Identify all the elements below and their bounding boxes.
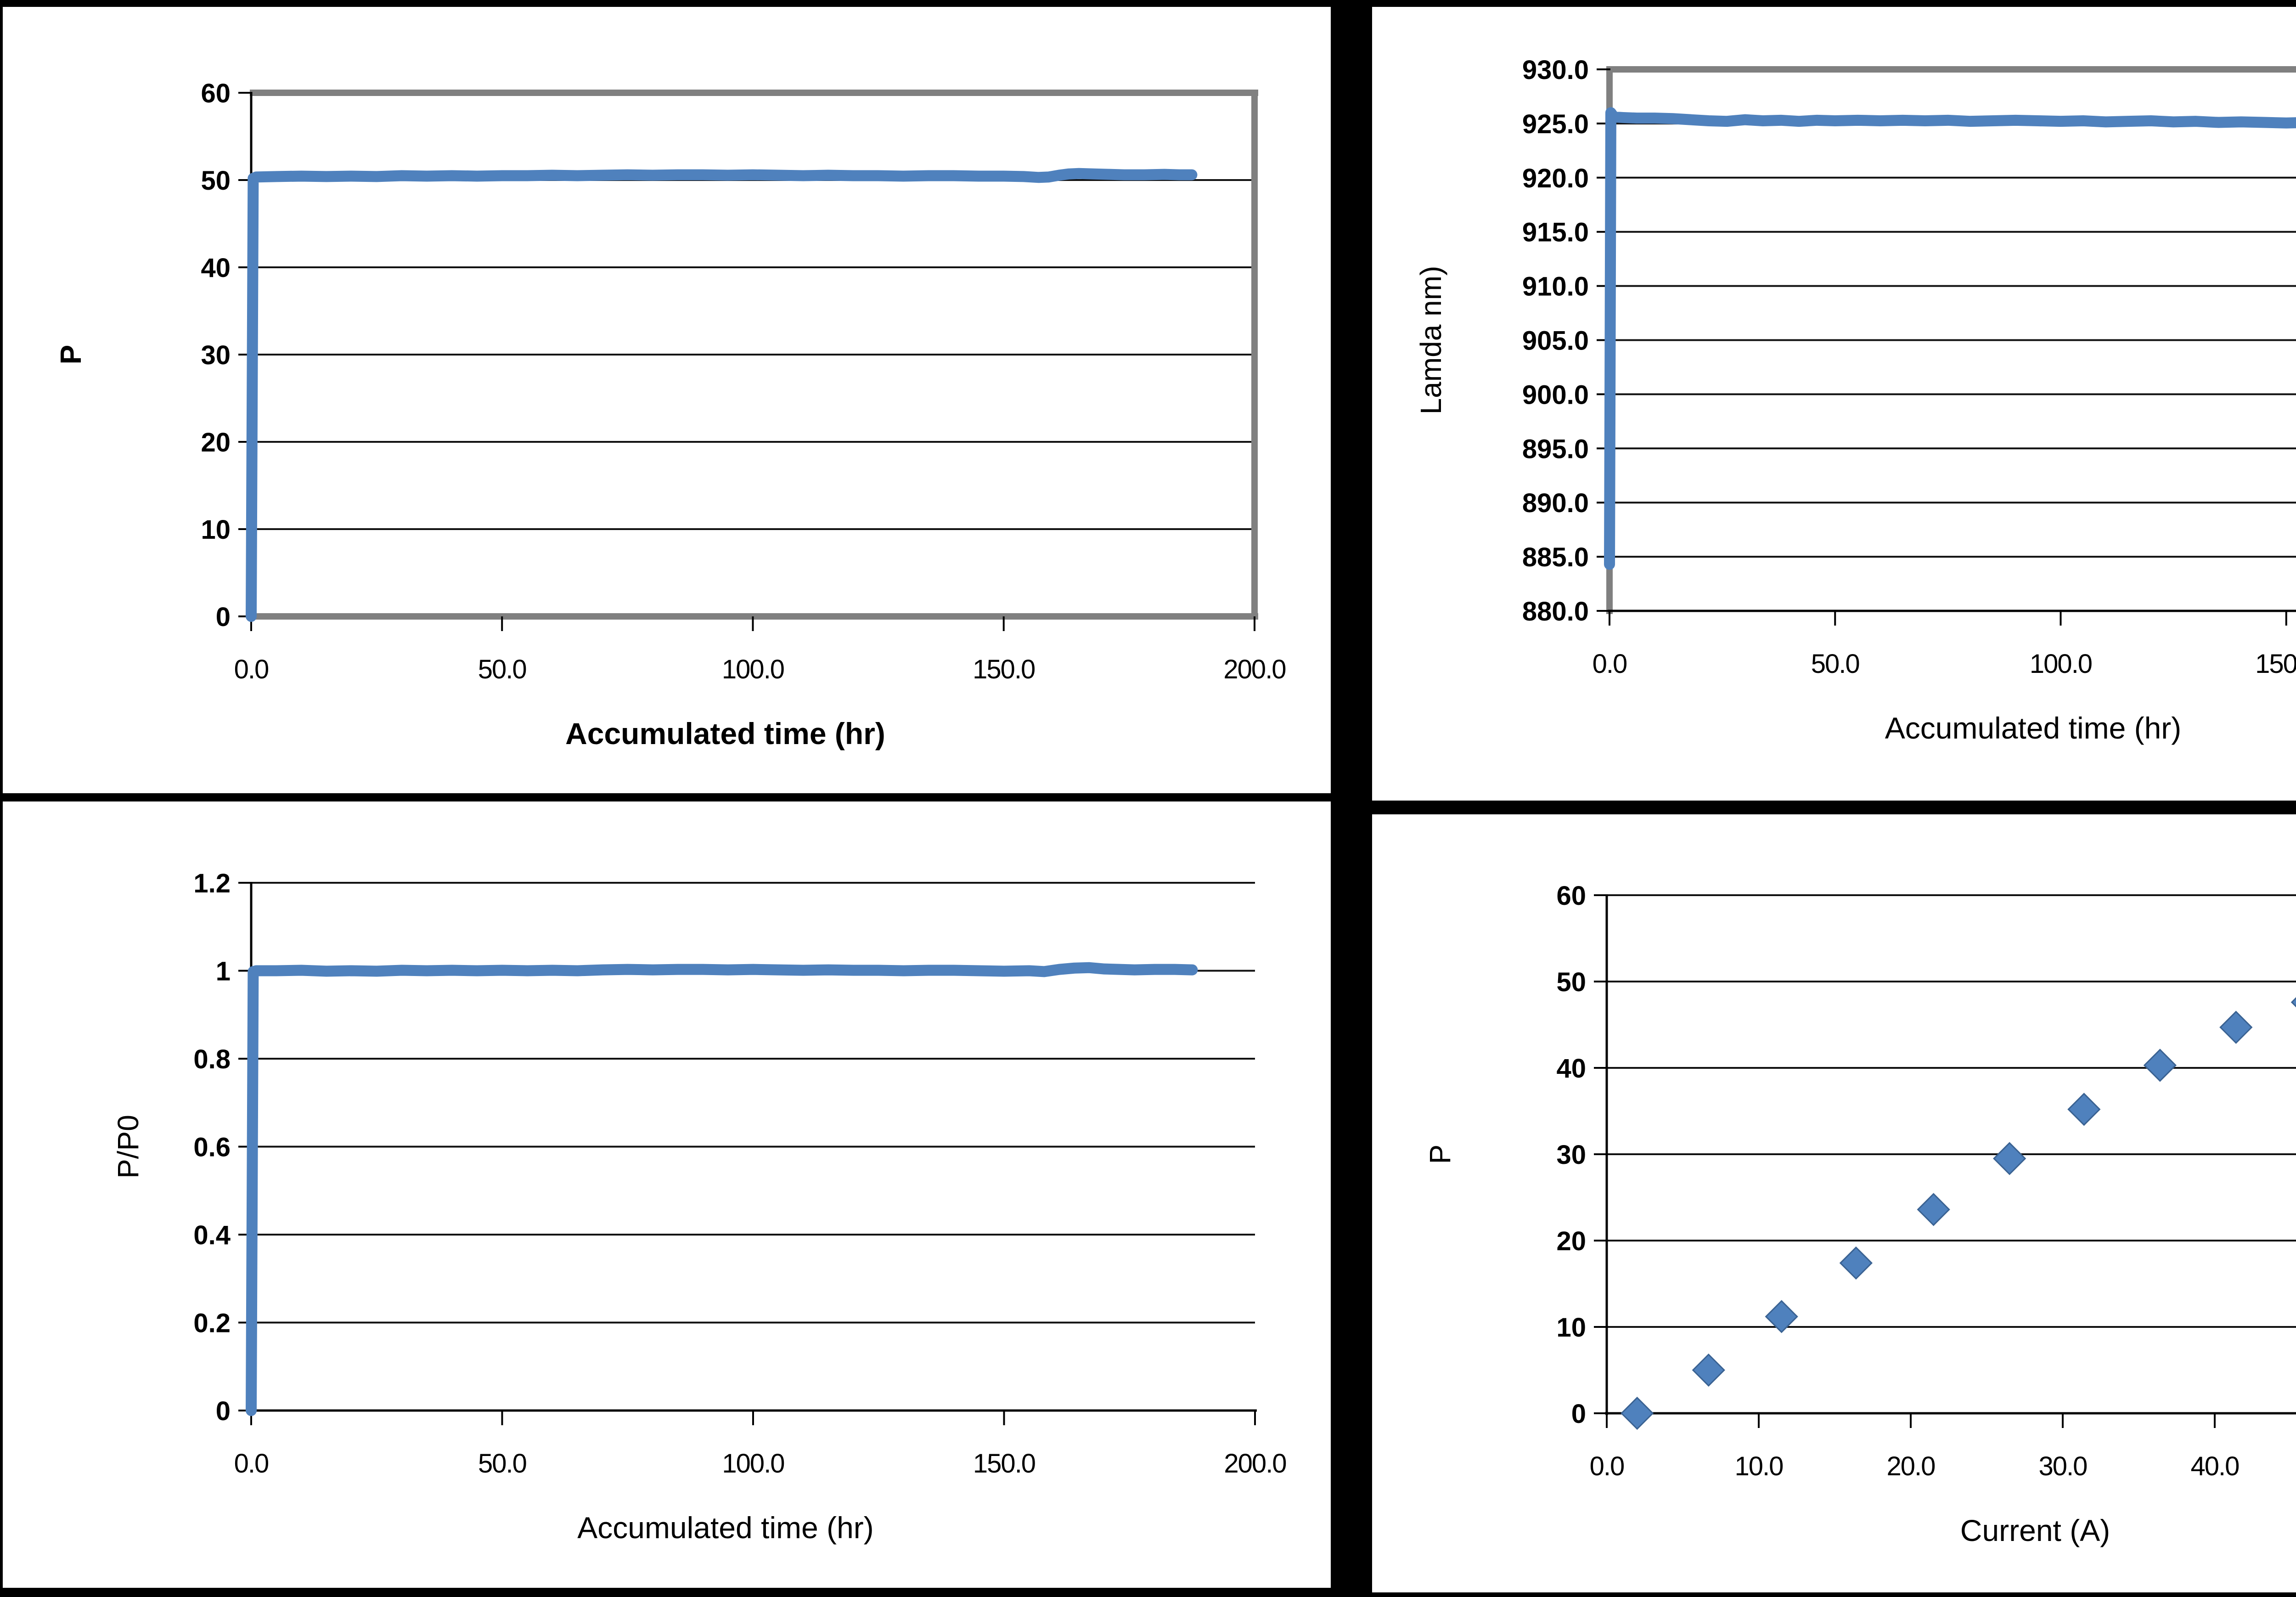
scatter-point <box>1765 1300 1798 1333</box>
x-tick-label: 100.0 <box>722 1449 784 1478</box>
y-tick-label: 885.0 <box>1522 542 1589 572</box>
x-tick-label: 0.0 <box>234 655 269 684</box>
x-axis-title: Accumulated time (hr) <box>1885 711 2182 745</box>
y-tick-label: 1.2 <box>193 869 231 898</box>
x-tick-label: 50.0 <box>478 655 526 684</box>
y-tick-label: 40 <box>201 253 231 283</box>
y-tick-label: 905.0 <box>1522 326 1589 356</box>
series-line <box>1604 107 2296 570</box>
y-tick-label: 60 <box>201 79 231 108</box>
wavelength-vs-time-chart: 880.0 885.0 890.0 895.0 900.0 905.0 910.0 915.0… <box>1414 55 2296 745</box>
x-axis-title: Accumulated time (hr) <box>565 717 885 751</box>
y-tick-label: 30 <box>201 340 231 370</box>
y-tick-label: 0.8 <box>193 1044 231 1074</box>
x-tick-label: 150.0 <box>2255 649 2296 679</box>
y-tick-label: 0.4 <box>193 1220 231 1250</box>
scatter-point <box>1692 1353 1725 1387</box>
y-tick-label: 910.0 <box>1522 272 1589 302</box>
x-tick-label: 20.0 <box>1887 1451 1935 1481</box>
y-axis-title: P <box>54 345 87 365</box>
normalized-power-vs-time-chart: 0 0.2 0.4 0.6 0.8 1 1.2 0.0 50.0 100.0 150.0 200.0 A… <box>112 869 1287 1545</box>
x-tick-label: 0.0 <box>234 1449 269 1478</box>
x-axis-title: Current (A) <box>1960 1513 2110 1547</box>
x-tick-label: 100.0 <box>2030 649 2092 679</box>
y-tick-label: 50 <box>201 166 231 196</box>
y-axis-title: Lamda nm) <box>1414 266 1447 415</box>
y-tick-label: 915.0 <box>1522 218 1589 248</box>
y-tick-label: 895.0 <box>1522 434 1589 464</box>
x-tick-label: 200.0 <box>1223 655 1285 684</box>
y-tick-label: 20 <box>201 428 231 457</box>
scatter-point <box>2219 1010 2253 1044</box>
y-tick-label: 930.0 <box>1522 55 1589 85</box>
scatter-point <box>1839 1246 1873 1280</box>
y-tick-label: 40 <box>1556 1054 1586 1083</box>
scatter-point <box>2143 1049 2177 1082</box>
y-tick-label: 60 <box>1556 881 1586 911</box>
x-tick-label: 200.0 <box>1224 1449 1286 1478</box>
series-line <box>246 962 1198 1416</box>
x-tick-label: 150.0 <box>973 1449 1035 1478</box>
scatter-point <box>1993 1142 2026 1175</box>
y-tick-label: 0.2 <box>193 1309 231 1338</box>
x-tick-label: 10.0 <box>1735 1451 1783 1481</box>
series-line <box>246 168 1198 622</box>
chart-panel-power-vs-current: 01020304050600.010.020.030.040.050.060.0… <box>1372 814 2296 1592</box>
y-tick-label: 0 <box>216 602 231 632</box>
x-tick-label: 0.0 <box>1593 649 1627 679</box>
x-tick-label: 30.0 <box>2039 1451 2087 1481</box>
x-tick-label: 0.0 <box>1590 1451 1624 1481</box>
chart-panel-wavelength-vs-time: 880.0 885.0 890.0 895.0 900.0 905.0 910.0 915.0… <box>1372 7 2296 801</box>
scatter-point <box>1621 1396 1654 1430</box>
power-vs-current-chart: 01020304050600.010.020.030.040.050.060.0… <box>1424 881 2296 1547</box>
y-tick-label: 50 <box>1556 967 1586 997</box>
y-axis-title: P <box>1424 1145 1457 1164</box>
chart-panel-power-vs-time: 0 10 20 30 40 50 60 0.0 50.0 100.0 150.0 200.0 Accum… <box>3 7 1331 793</box>
x-tick-label: 50.0 <box>1811 649 1859 679</box>
y-tick-label: 0 <box>216 1396 231 1426</box>
y-tick-label: 10 <box>1556 1313 1586 1343</box>
y-tick-label: 30 <box>1556 1140 1586 1170</box>
x-tick-label: 150.0 <box>973 655 1035 684</box>
y-tick-label: 0.6 <box>193 1133 231 1162</box>
chart-panel-normalized-power-vs-time: 0 0.2 0.4 0.6 0.8 1 1.2 0.0 50.0 100.0 150.0 200.0 A… <box>3 801 1331 1588</box>
y-tick-label: 920.0 <box>1522 164 1589 193</box>
y-tick-label: 0 <box>1571 1399 1586 1429</box>
y-tick-label: 1 <box>216 957 231 987</box>
scatter-point <box>1917 1193 1950 1226</box>
y-tick-label: 880.0 <box>1522 597 1589 626</box>
x-tick-label: 40.0 <box>2191 1451 2239 1481</box>
scatter-point <box>2067 1093 2101 1126</box>
y-tick-label: 890.0 <box>1522 488 1589 518</box>
x-axis-title: Accumulated time (hr) <box>577 1511 874 1545</box>
x-tick-label: 50.0 <box>478 1449 526 1478</box>
x-tick-label: 100.0 <box>722 655 784 684</box>
power-vs-time-chart: 0 10 20 30 40 50 60 0.0 50.0 100.0 150.0 200.0 Accum… <box>54 79 1287 751</box>
y-tick-label: 900.0 <box>1522 380 1589 410</box>
y-tick-label: 10 <box>201 515 231 545</box>
y-axis-title: P/P0 <box>112 1115 145 1179</box>
y-tick-label: 20 <box>1556 1226 1586 1256</box>
y-tick-label: 925.0 <box>1522 109 1589 139</box>
scatter-point <box>2290 997 2296 1008</box>
